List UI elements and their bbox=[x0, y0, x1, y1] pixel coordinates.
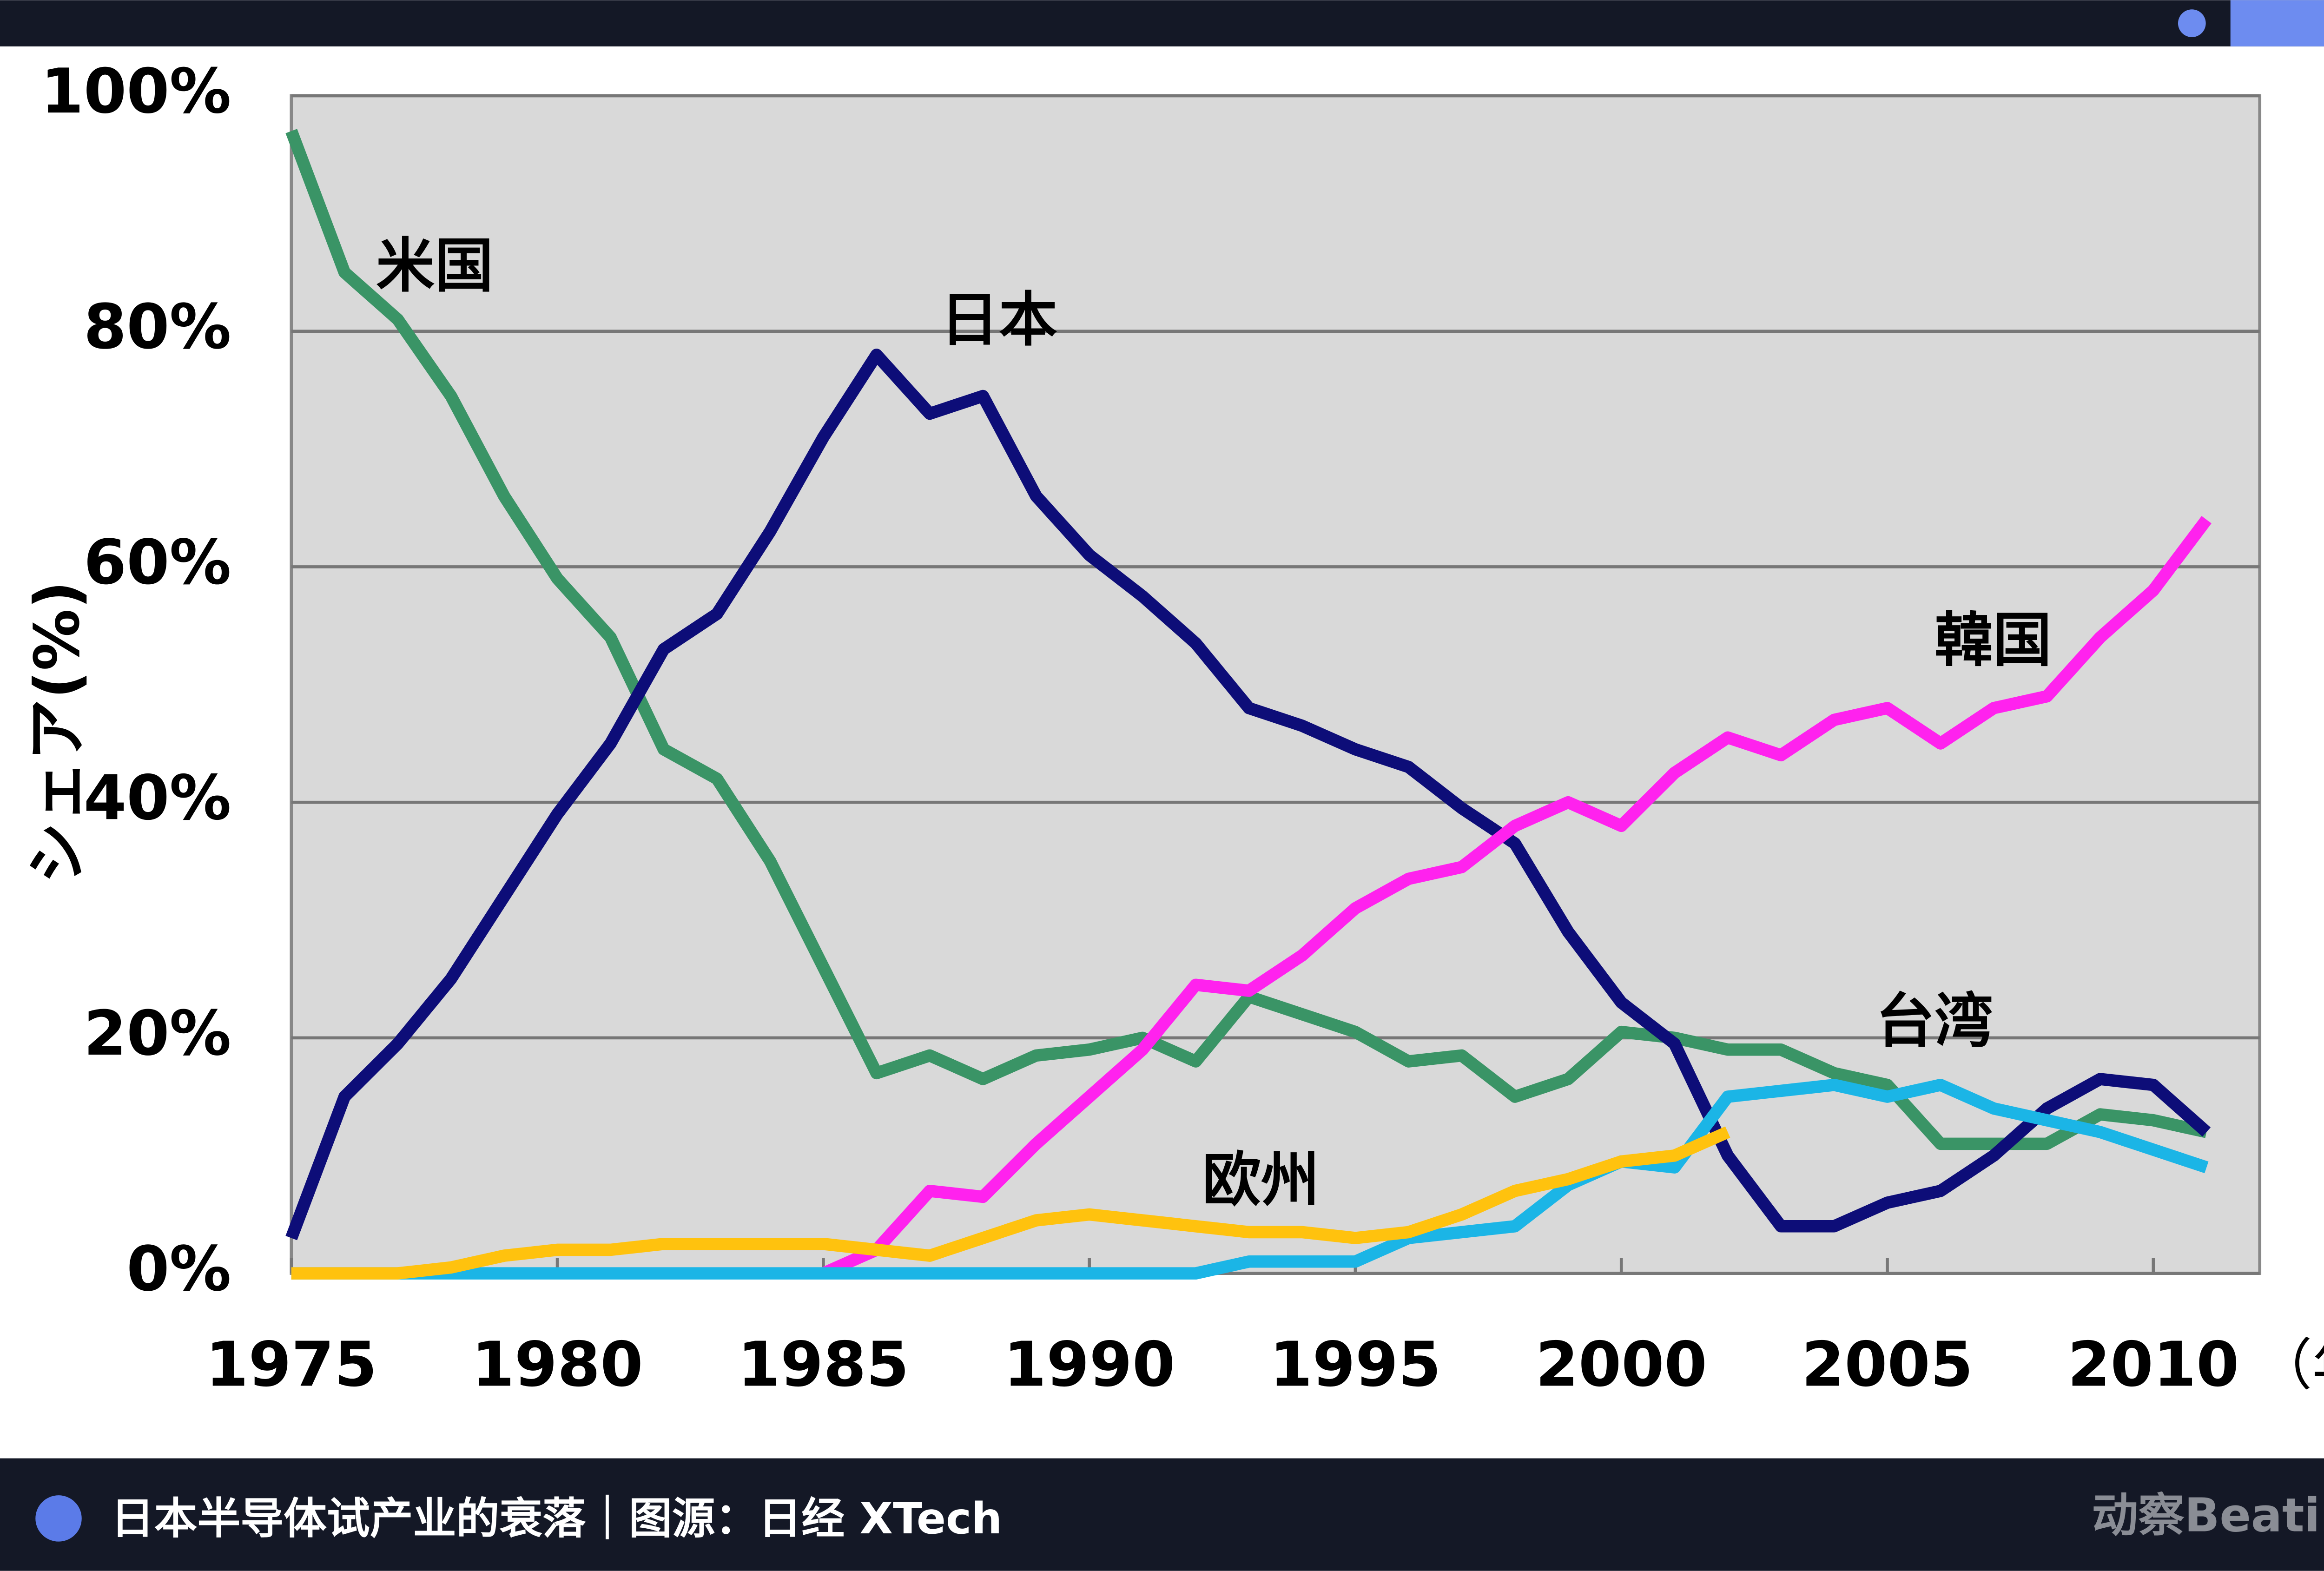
x-tick-label: 2000 bbox=[1536, 1329, 1707, 1400]
x-tick-label: 2010 bbox=[2067, 1329, 2239, 1400]
series-label: 欧州 bbox=[1202, 1146, 1320, 1214]
series-line bbox=[820, 516, 2212, 1279]
y-axis-title: シェア(%) bbox=[22, 581, 93, 884]
plot-area bbox=[290, 94, 2262, 1275]
top-dot bbox=[2178, 9, 2206, 37]
x-tick-label: 1990 bbox=[1004, 1329, 1175, 1400]
lines bbox=[285, 129, 2212, 1280]
y-tick-label: 0% bbox=[126, 1234, 231, 1305]
y-tick-label: 100% bbox=[41, 56, 231, 127]
x-tick-label: 1980 bbox=[471, 1329, 643, 1400]
caption: 日本半导体试产业的衰落｜图源：日经 XTech bbox=[111, 1493, 1002, 1544]
series-line bbox=[291, 1078, 2209, 1280]
series-line bbox=[285, 349, 2211, 1241]
brand: 动察Beating bbox=[2092, 1489, 2324, 1542]
y-tick-label: 80% bbox=[84, 291, 231, 363]
series-label: 日本 bbox=[940, 285, 1057, 354]
x-tick-label: 1985 bbox=[738, 1329, 909, 1400]
y-tick-label: 60% bbox=[84, 527, 231, 599]
series-label: 台湾 bbox=[1876, 987, 1993, 1055]
x-tick-label: 1975 bbox=[205, 1329, 377, 1400]
x-tick-label: 1995 bbox=[1269, 1329, 1441, 1400]
top-bar bbox=[0, 0, 2324, 46]
x-tick-label: 2005 bbox=[1802, 1329, 1973, 1400]
top-tab bbox=[2230, 0, 2324, 46]
x-unit: （年） bbox=[2257, 1333, 2324, 1398]
series-line bbox=[291, 1126, 1730, 1280]
series-label: 米国 bbox=[376, 231, 493, 300]
labels: 0% 20% 40% 60% 80% 100% 1975 1980 1985 1990 1995 20… bbox=[41, 56, 2239, 1400]
y-tick-label: 40% bbox=[84, 762, 231, 834]
caption-dot bbox=[35, 1495, 82, 1542]
bottom-bar bbox=[0, 1458, 2324, 1571]
y-tick-label: 20% bbox=[84, 998, 231, 1069]
series-label: 韓国 bbox=[1934, 606, 2052, 674]
